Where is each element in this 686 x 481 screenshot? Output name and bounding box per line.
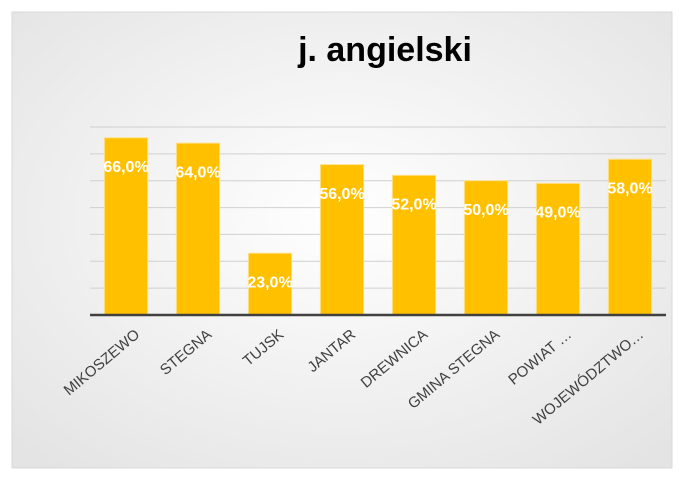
data-label: 49,0% (535, 205, 580, 222)
bar (535, 182, 581, 316)
data-label: 23,0% (247, 274, 292, 291)
bar (175, 142, 221, 316)
data-label: 56,0% (319, 186, 364, 203)
data-label: 52,0% (391, 197, 436, 214)
bar (103, 137, 149, 316)
chart-title: j. angielski (297, 31, 472, 69)
bar (247, 252, 293, 316)
bar (463, 180, 509, 316)
data-label: 64,0% (175, 164, 220, 181)
bar (391, 174, 437, 316)
data-label: 50,0% (463, 202, 508, 219)
data-label: 58,0% (607, 180, 652, 197)
bar (319, 164, 365, 316)
bar (607, 158, 653, 316)
data-label: 66,0% (103, 159, 148, 176)
